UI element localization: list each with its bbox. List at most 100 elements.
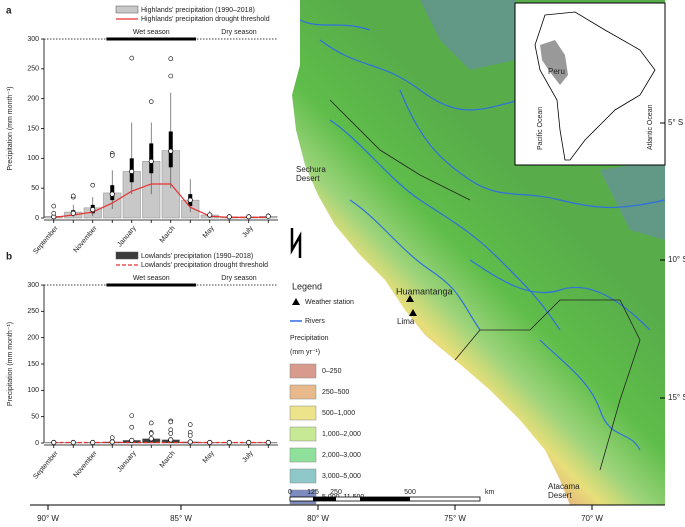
annotation: Dry season xyxy=(221,29,257,36)
median xyxy=(148,158,154,164)
legend-label: Weather station xyxy=(305,299,354,306)
lat-label: 10° S xyxy=(668,255,685,264)
panel-letter: b xyxy=(6,252,12,263)
median xyxy=(207,439,213,446)
y-tick-label: 300 xyxy=(27,282,39,289)
annotation: Dry season xyxy=(221,275,257,282)
outlier xyxy=(129,424,135,430)
median xyxy=(109,191,115,197)
border xyxy=(329,99,641,471)
y-axis-title: Precipitation (mm month⁻¹) xyxy=(7,86,14,170)
outlier xyxy=(148,420,154,426)
outlier xyxy=(90,182,96,188)
legend-label: Highlands' precipitation drought thresho… xyxy=(141,16,270,23)
median xyxy=(246,214,252,220)
inset-label: Peru xyxy=(548,67,565,76)
panel-letter: a xyxy=(6,6,12,17)
legend-symbol xyxy=(292,298,300,305)
outlier xyxy=(187,433,193,438)
place-label: Huamantanga xyxy=(396,286,453,296)
legend-swatch xyxy=(289,384,317,400)
legend-swatch xyxy=(289,447,317,463)
legend-swatch xyxy=(115,5,139,14)
y-tick-label: 250 xyxy=(27,66,39,73)
scale-bar xyxy=(313,497,336,501)
north-arrow xyxy=(290,228,302,258)
inset-label: Atlantic Ocean xyxy=(647,104,654,150)
outlier xyxy=(129,413,135,418)
lon-label: 80° W xyxy=(307,514,329,523)
legend-label: 500–1,000 xyxy=(322,410,355,417)
median xyxy=(148,436,154,442)
outlier xyxy=(168,73,174,79)
lat-label: 5° S xyxy=(668,118,683,127)
median xyxy=(90,439,96,446)
median xyxy=(51,439,57,446)
median xyxy=(246,439,252,446)
y-tick-label: 200 xyxy=(27,96,39,103)
median xyxy=(70,439,76,446)
continent xyxy=(534,11,656,161)
scale-label: km xyxy=(485,489,495,496)
legend-label: (mm yr⁻¹) xyxy=(290,349,320,356)
legend-title: Legend xyxy=(292,281,322,291)
map: Sechura Desert Huamantanga Lima Atacama De… xyxy=(30,0,685,523)
legend-swatch xyxy=(289,426,317,442)
legend-label: 250–500 xyxy=(322,389,349,396)
place-label: Atacama Desert xyxy=(548,482,580,500)
place-label: Lima xyxy=(397,317,415,326)
median xyxy=(265,213,271,219)
median xyxy=(90,207,96,213)
y-tick-label: 150 xyxy=(27,125,39,132)
outlier xyxy=(168,431,174,436)
scale-bar xyxy=(360,497,410,501)
outlier xyxy=(70,193,76,199)
legend-swatch xyxy=(289,468,317,484)
outlier xyxy=(51,210,57,216)
peru-shape xyxy=(540,40,568,85)
y-tick-label: 250 xyxy=(27,308,39,315)
median xyxy=(168,437,174,443)
median xyxy=(129,437,135,443)
outlier xyxy=(187,422,193,427)
box xyxy=(149,143,154,174)
place-label: Sechura Desert xyxy=(296,165,326,183)
outlier xyxy=(168,419,174,425)
legend-label: Lowlands' precipitation (1990–2018) xyxy=(141,253,253,260)
scale-label: 250 xyxy=(330,489,342,496)
y-tick-label: 200 xyxy=(27,335,39,342)
highland-wet xyxy=(420,0,665,240)
y-axis-title: Precipitation (mm month⁻¹) xyxy=(7,322,14,406)
median xyxy=(168,148,174,154)
legend-swatch xyxy=(289,405,317,421)
scale-label: 0 xyxy=(288,489,292,496)
outlier xyxy=(109,153,115,158)
threshold-line xyxy=(53,183,269,219)
annotation: Wet season xyxy=(133,275,170,282)
y-tick-label: 150 xyxy=(27,361,39,368)
legend-swatch xyxy=(289,363,317,379)
legend-label: 0–250 xyxy=(322,368,342,375)
legend-label: 1,000–2,000 xyxy=(322,431,361,438)
median xyxy=(70,210,76,216)
annotation: Wet season xyxy=(133,29,170,36)
legend-label: Precipitation xyxy=(290,335,329,342)
lon-label: 75° W xyxy=(444,514,466,523)
y-tick-label: 50 xyxy=(31,185,39,192)
median xyxy=(187,197,193,203)
scale-label: 125 xyxy=(307,489,319,496)
median xyxy=(226,214,232,220)
lon-label: 70° W xyxy=(581,514,603,523)
median xyxy=(207,212,213,218)
outlier xyxy=(109,435,115,441)
stations xyxy=(406,295,417,316)
median xyxy=(187,439,193,445)
y-tick-label: 50 xyxy=(31,414,39,421)
legend-label: 2,000–3,000 xyxy=(322,452,361,459)
outlier xyxy=(148,99,154,104)
legend-label: 3,000–5,000 xyxy=(322,473,361,480)
legend-label: Lowlands' precipitation drought threshol… xyxy=(141,262,268,269)
outlier xyxy=(129,55,135,61)
median xyxy=(109,439,115,445)
